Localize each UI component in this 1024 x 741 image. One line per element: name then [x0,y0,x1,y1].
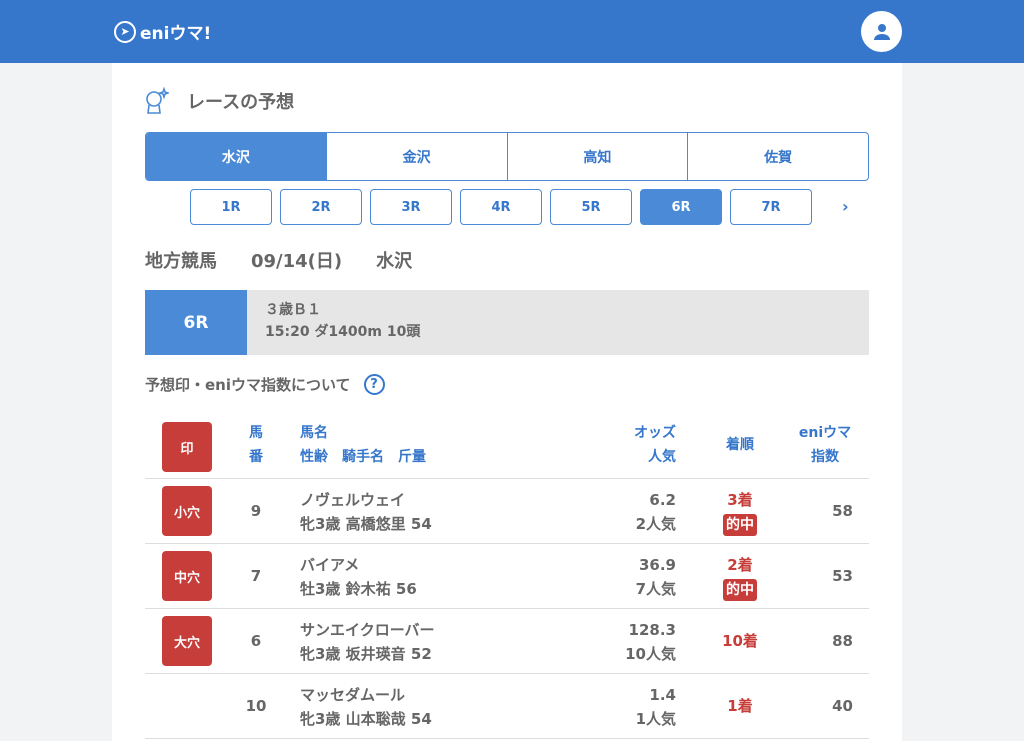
race-tab[interactable]: 5R [550,189,632,225]
finish-result: 1着 [727,697,753,715]
page-title: レースの予想 [145,87,294,115]
num-header-2: 番 [249,449,263,465]
popularity: 2人気 [635,515,676,533]
about-text: 予想印・eniウマ指数について [145,376,351,394]
name-header: 馬名 [300,425,328,441]
help-icon[interactable]: ? [363,374,385,395]
race-tabs: 1R 2R 3R 4R 5R 6R 7R [190,189,812,225]
fortune-teller-icon [146,87,169,114]
race-venue: 水沢 [376,251,413,272]
main-content: レースの予想 水沢 金沢 高知 佐賀 1R 2R 3R 4R 5R 6R 7R › 地方競馬 09… [112,63,902,741]
mark-badge: 大穴 [162,616,212,666]
finish-result: 10着 [722,632,758,650]
eni-index: 88 [832,632,853,650]
index-header: eniウマ [798,425,852,441]
page-title-text: レースの予想 [187,92,295,113]
finish-result: 3着 [727,491,753,509]
table-row[interactable]: 大穴 6 サンエイクローバー 牝3歳 坂井瑛音 52 128.3 10人気 10着 8… [145,609,869,674]
race-tab[interactable]: 1R [190,189,272,225]
horse-number: 9 [250,502,262,520]
user-icon [873,23,890,40]
eni-index: 40 [832,697,853,715]
odds: 1.4 [649,686,676,704]
race-date: 09/14(日) [251,251,343,272]
venue-tabs: 水沢 金沢 高知 佐賀 [145,132,869,181]
horse-name[interactable]: ノヴェルウェイ [300,491,406,509]
index-header-2: 指数 [811,449,839,465]
horse-sub: 牝3歳 坂井瑛音 52 [300,645,432,663]
mark-badge: 小穴 [162,486,212,536]
race-tab[interactable]: 3R [370,189,452,225]
horse-name[interactable]: サンエイクローバー [300,621,435,639]
eni-index: 53 [832,567,853,585]
num-header: 馬 [249,425,263,441]
next-races-chevron-icon[interactable]: › [842,197,849,216]
logo[interactable]: ➤ eniウマ! [114,19,211,44]
hit-badge: 的中 [723,514,757,536]
prediction-table: 印 馬番 馬名性齢 騎手名 斤量 オッズ人気 着順 eniウマ指数 小穴 9 ノヴ… [145,415,869,739]
horse-name[interactable]: バイアメ [300,556,360,574]
race-number: 6R [145,290,247,355]
mark-header: 印 [162,422,212,472]
popularity: 1人気 [635,710,676,728]
popularity: 10人気 [625,645,676,663]
result-header: 着順 [726,437,754,453]
user-avatar-button[interactable] [861,11,902,52]
tab-venue[interactable]: 金沢 [325,133,507,180]
popularity: 7人気 [635,580,676,598]
app-header: ➤ eniウマ! [0,0,1024,63]
odds: 128.3 [628,621,676,639]
odds: 6.2 [649,491,676,509]
horse-number: 10 [245,697,267,715]
race-tab[interactable]: 4R [460,189,542,225]
race-tab[interactable]: 7R [730,189,812,225]
logo-text: eniウマ! [140,24,212,44]
horse-number: 7 [250,567,262,585]
mark-badge: 中穴 [162,551,212,601]
horse-sub: 牝3歳 山本聡哉 54 [300,710,432,728]
table-row[interactable]: 小穴 9 ノヴェルウェイ牝3歳 高橋悠里 54 6.2 2人気 3着的中 58 [145,479,869,544]
horse-sub: 牝3歳 高橋悠里 54 [300,515,432,533]
table-row[interactable]: 10 マッセダムール牝3歳 山本聡哉 54 1.4 1人気 1着 40 [145,674,869,739]
odds: 36.9 [638,556,676,574]
race-class: ３歳Ｂ１ [265,302,321,318]
race-info-box: 6R ３歳Ｂ１ 15:20 ダ1400m 10頭 [145,290,869,355]
finish-result: 2着 [727,556,753,574]
table-header: 印 馬番 馬名性齢 騎手名 斤量 オッズ人気 着順 eniウマ指数 [145,415,869,479]
horse-logo-icon: ➤ [114,20,136,43]
race-tab[interactable]: 6R [640,189,722,225]
race-tab[interactable]: 2R [280,189,362,225]
odds-header: オッズ [634,425,676,441]
eni-index: 58 [832,502,853,520]
horse-sub: 牡3歳 鈴木祐 56 [300,580,417,598]
horse-name[interactable]: マッセダムール [300,686,406,704]
horse-number: 6 [250,632,262,650]
tab-venue[interactable]: 佐賀 [687,133,868,180]
race-dateline: 地方競馬 09/14(日) 水沢 [145,247,412,273]
race-detail: 15:20 ダ1400m 10頭 [265,324,421,340]
hit-badge: 的中 [723,579,757,601]
pop-header: 人気 [648,449,676,465]
tab-venue[interactable]: 水沢 [146,133,326,180]
about-index-link[interactable]: 予想印・eniウマ指数について ? [145,374,385,395]
sub-header: 性齢 騎手名 斤量 [300,449,426,465]
table-row[interactable]: 中穴 7 バイアメ牡3歳 鈴木祐 56 36.9 7人気 2着的中 53 [145,544,869,609]
race-category: 地方競馬 [145,251,217,272]
tab-venue[interactable]: 高知 [506,133,688,180]
